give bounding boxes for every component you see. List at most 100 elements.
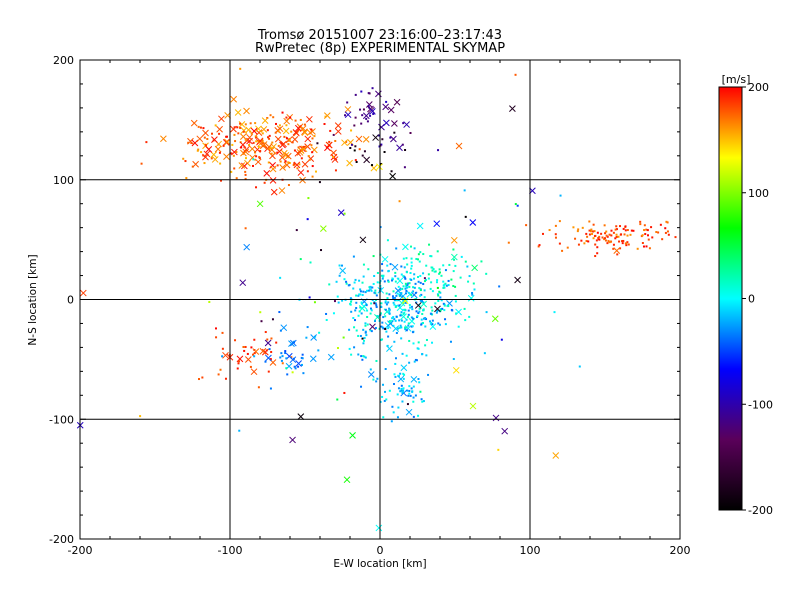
data-point-dot <box>401 400 404 403</box>
data-point-dot <box>366 323 369 326</box>
data-point-cross <box>304 143 311 150</box>
data-point-dot <box>409 131 412 134</box>
colorbar-gradient <box>718 86 743 511</box>
data-point-dot <box>561 249 564 252</box>
data-point-dot <box>332 133 335 136</box>
data-point-dot <box>261 139 264 142</box>
data-point-dot <box>355 329 358 332</box>
data-point-dot <box>391 405 394 408</box>
data-point-dot <box>645 245 648 248</box>
data-point-dot <box>424 344 427 347</box>
data-point-dot <box>457 325 460 328</box>
data-point-dot <box>537 245 540 248</box>
data-point-cross <box>211 136 218 144</box>
data-point-dot <box>390 420 393 423</box>
data-point-dot <box>279 356 282 359</box>
data-point-dot <box>665 220 668 223</box>
data-point-dot <box>271 318 274 321</box>
data-point-dot <box>385 398 388 401</box>
data-point-dot <box>287 161 290 164</box>
data-point-dot <box>288 139 291 142</box>
data-point-dot <box>205 144 208 147</box>
data-point-dot <box>438 323 441 326</box>
data-point-cross <box>552 452 560 459</box>
data-point-dot <box>467 280 470 283</box>
data-point-dot <box>639 223 642 226</box>
data-point-dot <box>593 235 596 238</box>
data-point-dot <box>338 274 341 277</box>
data-point-dot <box>417 341 420 344</box>
data-point-dot <box>455 312 458 315</box>
data-point-dot <box>285 367 288 370</box>
data-point-dot <box>371 87 374 90</box>
data-point-dot <box>248 144 251 147</box>
data-point-dot <box>252 141 255 144</box>
data-point-dot <box>600 232 603 235</box>
data-point-cross <box>391 120 398 127</box>
data-point-dot <box>387 327 390 330</box>
data-point-dot <box>388 308 391 311</box>
data-point-dot <box>262 141 265 144</box>
data-point-dot <box>596 231 599 234</box>
data-point-dot <box>239 67 242 70</box>
data-point-dot <box>558 220 561 223</box>
data-point-dot <box>641 241 644 244</box>
data-point-dot <box>313 301 316 304</box>
data-point-dot <box>182 157 185 160</box>
data-point-dot <box>203 162 206 165</box>
y-tick-label: -200 <box>49 533 74 546</box>
data-point-dot <box>375 380 378 383</box>
data-point-dot <box>430 266 433 269</box>
data-point-dot <box>442 284 445 287</box>
data-point-cross <box>320 225 327 232</box>
data-point-dot <box>260 320 263 323</box>
data-point-dot <box>405 271 408 274</box>
data-point-dot <box>614 237 617 240</box>
data-point-dot <box>412 286 415 289</box>
data-point-dot <box>198 378 201 381</box>
data-point-dot <box>355 301 358 304</box>
data-point-dot <box>334 139 337 142</box>
data-point-dot <box>392 316 395 319</box>
data-point-dot <box>639 220 642 223</box>
data-point-dot <box>310 144 313 147</box>
data-point-dot <box>375 304 378 307</box>
data-point-dot <box>328 140 331 143</box>
data-point-dot <box>625 242 628 245</box>
data-point-cross <box>291 136 299 143</box>
data-point-dot <box>249 130 252 133</box>
data-point-dot <box>251 164 254 167</box>
data-point-dot <box>468 275 471 278</box>
data-point-dot <box>485 272 488 275</box>
y-tick-label: -100 <box>49 413 74 426</box>
data-point-dot <box>253 355 256 358</box>
data-point-dot <box>297 146 300 149</box>
data-point-dot <box>308 296 311 299</box>
data-point-dot <box>400 326 403 329</box>
data-point-dot <box>454 300 457 303</box>
data-point-dot <box>612 231 615 234</box>
data-point-dot <box>367 289 370 292</box>
data-point-dot <box>337 301 340 304</box>
data-point-dot <box>391 295 394 298</box>
data-point-dot <box>382 316 385 319</box>
data-point-dot <box>480 260 483 263</box>
data-point-cross <box>282 127 290 135</box>
data-point-dot <box>422 309 425 312</box>
data-point-dot <box>281 111 284 114</box>
data-point-cross <box>210 151 218 158</box>
data-point-dot <box>444 323 447 326</box>
data-point-dot <box>423 289 426 292</box>
data-point-dot <box>238 429 241 432</box>
data-point-dot <box>439 291 442 294</box>
data-point-cross <box>289 339 297 347</box>
data-point-dot <box>395 315 398 318</box>
data-point-dot <box>622 239 625 242</box>
data-point-dot <box>268 134 271 137</box>
data-point-cross <box>283 117 291 125</box>
data-point-dot <box>302 372 305 375</box>
data-point-cross <box>274 135 282 143</box>
data-point-dot <box>297 365 300 368</box>
data-point-dot <box>361 293 364 296</box>
